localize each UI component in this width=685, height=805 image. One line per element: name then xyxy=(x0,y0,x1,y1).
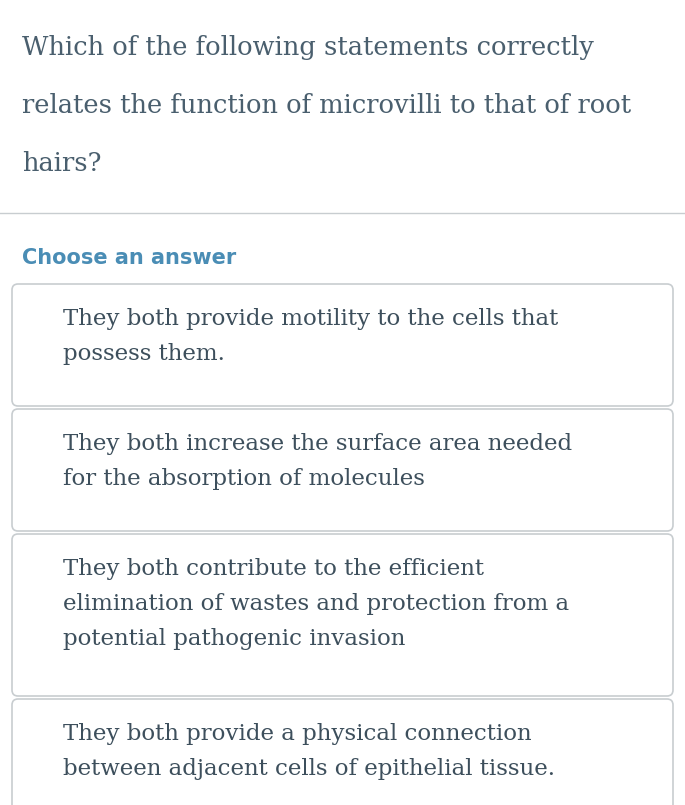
Text: relates the function of microvilli to that of root: relates the function of microvilli to th… xyxy=(22,93,631,118)
FancyBboxPatch shape xyxy=(12,699,673,805)
Text: Which of the following statements correctly: Which of the following statements correc… xyxy=(22,35,594,60)
FancyBboxPatch shape xyxy=(12,284,673,406)
Text: Choose an answer: Choose an answer xyxy=(22,248,236,268)
Text: They both increase the surface area needed
for the absorption of molecules: They both increase the surface area need… xyxy=(63,433,572,489)
Text: They both provide motility to the cells that
possess them.: They both provide motility to the cells … xyxy=(63,308,558,365)
Text: hairs?: hairs? xyxy=(22,151,101,176)
Text: They both contribute to the efficient
elimination of wastes and protection from : They both contribute to the efficient el… xyxy=(63,558,569,650)
Text: They both provide a physical connection
between adjacent cells of epithelial tis: They both provide a physical connection … xyxy=(63,723,555,780)
FancyBboxPatch shape xyxy=(12,409,673,531)
FancyBboxPatch shape xyxy=(12,534,673,696)
